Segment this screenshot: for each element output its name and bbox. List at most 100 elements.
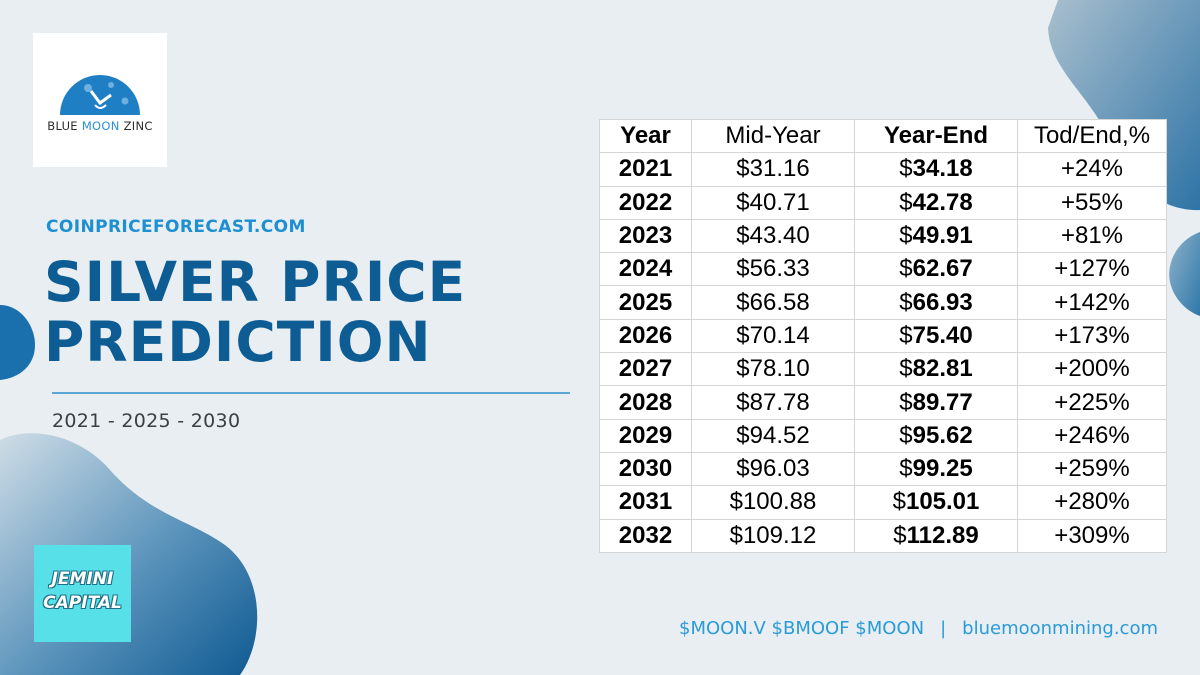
cell-year: 2031 bbox=[599, 485, 692, 520]
header-mid-year: Mid-Year bbox=[691, 118, 855, 154]
badge-text: JEMINI CAPITAL bbox=[43, 569, 122, 613]
cell-mid-year: $66.58 bbox=[691, 285, 855, 320]
cell-mid-year: $78.10 bbox=[691, 352, 855, 387]
cell-percent: +200% bbox=[1017, 352, 1167, 387]
table-row: 2024 $56.33 $62.67 +127% bbox=[599, 252, 1167, 287]
cell-mid-year: $94.52 bbox=[691, 418, 855, 453]
year-end-value: 99.25 bbox=[912, 455, 973, 483]
price-table: Year Mid-Year Year-End Tod/End,% 2021 $31… bbox=[599, 118, 1167, 553]
year-end-currency: $ bbox=[899, 455, 913, 483]
title-line-1: SILVER PRICE bbox=[44, 250, 467, 314]
year-end-value: 49.91 bbox=[912, 222, 973, 250]
year-end-currency: $ bbox=[893, 521, 907, 549]
table-row: 2021 $31.16 $34.18 +24% bbox=[599, 152, 1167, 187]
year-end-currency: $ bbox=[892, 488, 906, 516]
cell-year: 2032 bbox=[599, 518, 692, 553]
year-end-currency: $ bbox=[899, 421, 913, 449]
blue-moon-zinc-logo: BLUE MOON ZINC bbox=[33, 33, 167, 167]
year-end-value: 34.18 bbox=[912, 155, 973, 183]
cell-year: 2023 bbox=[599, 218, 692, 254]
table-row: 2030 $96.03 $99.25 +259% bbox=[599, 451, 1167, 487]
cell-year: 2030 bbox=[599, 451, 692, 487]
header-percent: Tod/End,% bbox=[1017, 118, 1167, 154]
right-mid-blob bbox=[1169, 232, 1200, 316]
left-mid-blob bbox=[0, 305, 35, 380]
header-year-end: Year-End bbox=[854, 118, 1018, 154]
year-end-currency: $ bbox=[899, 288, 913, 316]
cell-mid-year: $100.88 bbox=[691, 485, 855, 520]
table-row: 2027 $78.10 $82.81 +200% bbox=[599, 352, 1167, 387]
year-end-value: 42.78 bbox=[912, 188, 973, 216]
table-row: 2031 $100.88 $105.01 +280% bbox=[599, 485, 1167, 520]
year-end-value: 95.62 bbox=[912, 421, 973, 449]
cell-mid-year: $87.78 bbox=[691, 385, 855, 420]
cell-percent: +309% bbox=[1017, 518, 1167, 553]
cell-year-end: $42.78 bbox=[854, 185, 1018, 220]
cell-percent: +280% bbox=[1017, 485, 1167, 520]
year-end-value: 66.93 bbox=[912, 288, 973, 316]
cell-percent: +55% bbox=[1017, 185, 1167, 220]
year-range: 2021 - 2025 - 2030 bbox=[52, 410, 241, 432]
cell-percent: +81% bbox=[1017, 218, 1167, 254]
cell-mid-year: $43.40 bbox=[691, 218, 855, 254]
cell-percent: +173% bbox=[1017, 318, 1167, 354]
year-end-currency: $ bbox=[899, 255, 913, 283]
table-row: 2026 $70.14 $75.40 +173% bbox=[599, 318, 1167, 354]
cell-year-end: $105.01 bbox=[854, 485, 1018, 520]
cell-year-end: $112.89 bbox=[854, 518, 1018, 553]
logo-text: BLUE MOON ZINC bbox=[47, 119, 153, 133]
table-row: 2029 $94.52 $95.62 +246% bbox=[599, 418, 1167, 453]
year-end-value: 75.40 bbox=[912, 321, 973, 349]
cell-percent: +246% bbox=[1017, 418, 1167, 453]
table-row: 2025 $66.58 $66.93 +142% bbox=[599, 285, 1167, 320]
cell-year-end: $62.67 bbox=[854, 252, 1018, 287]
year-end-currency: $ bbox=[899, 155, 913, 183]
site-name: COINPRICEFORECAST.COM bbox=[46, 217, 306, 237]
footer-separator: | bbox=[940, 618, 947, 639]
cell-percent: +142% bbox=[1017, 285, 1167, 320]
cell-mid-year: $70.14 bbox=[691, 318, 855, 354]
cell-year-end: $34.18 bbox=[854, 152, 1018, 187]
header-year: Year bbox=[599, 118, 692, 154]
year-end-currency: $ bbox=[899, 355, 913, 383]
cell-percent: +127% bbox=[1017, 252, 1167, 287]
cell-year-end: $49.91 bbox=[854, 218, 1018, 254]
footer-website[interactable]: bluemoonmining.com bbox=[962, 618, 1158, 639]
footer-tickers: $MOON.V $BMOOF $MOON bbox=[679, 618, 925, 639]
cell-year-end: $66.93 bbox=[854, 285, 1018, 320]
cell-year-end: $89.77 bbox=[854, 385, 1018, 420]
footer: $MOON.V $BMOOF $MOON | bluemoonmining.com bbox=[679, 618, 1158, 639]
year-end-value: 112.89 bbox=[906, 521, 979, 549]
table-row: 2023 $43.40 $49.91 +81% bbox=[599, 218, 1167, 254]
year-end-currency: $ bbox=[899, 222, 913, 250]
moon-icon bbox=[60, 75, 140, 115]
jemini-capital-badge: JEMINI CAPITAL bbox=[34, 545, 131, 642]
cell-year-end: $82.81 bbox=[854, 352, 1018, 387]
year-end-value: 62.67 bbox=[912, 255, 973, 283]
year-end-value: 89.77 bbox=[912, 388, 973, 416]
title-divider bbox=[52, 392, 570, 394]
cell-year-end: $99.25 bbox=[854, 451, 1018, 487]
cell-year: 2028 bbox=[599, 385, 692, 420]
cell-mid-year: $96.03 bbox=[691, 451, 855, 487]
table-header-row: Year Mid-Year Year-End Tod/End,% bbox=[599, 118, 1167, 154]
title-line-2: PREDICTION bbox=[44, 310, 432, 374]
year-end-currency: $ bbox=[899, 188, 913, 216]
cell-mid-year: $40.71 bbox=[691, 185, 855, 220]
cell-mid-year: $109.12 bbox=[691, 518, 855, 553]
cell-percent: +24% bbox=[1017, 152, 1167, 187]
cell-year: 2027 bbox=[599, 352, 692, 387]
page-title: SILVER PRICE PREDICTION bbox=[44, 252, 564, 372]
cell-year: 2025 bbox=[599, 285, 692, 320]
table-row: 2028 $87.78 $89.77 +225% bbox=[599, 385, 1167, 420]
cell-percent: +225% bbox=[1017, 385, 1167, 420]
cell-mid-year: $31.16 bbox=[691, 152, 855, 187]
year-end-currency: $ bbox=[899, 388, 913, 416]
cell-year: 2026 bbox=[599, 318, 692, 354]
cell-mid-year: $56.33 bbox=[691, 252, 855, 287]
cell-year: 2021 bbox=[599, 152, 692, 187]
year-end-value: 105.01 bbox=[905, 488, 980, 516]
cell-year: 2022 bbox=[599, 185, 692, 220]
cell-year: 2024 bbox=[599, 252, 692, 287]
cell-year-end: $95.62 bbox=[854, 418, 1018, 453]
